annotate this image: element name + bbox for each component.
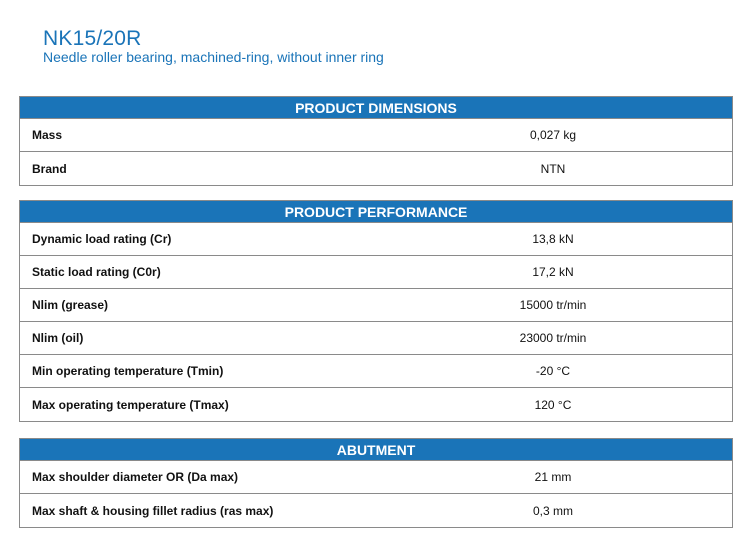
table-row: Brand NTN: [20, 152, 732, 185]
table-row: Max operating temperature (Tmax) 120 °C: [20, 388, 732, 421]
table-row: Static load rating (C0r) 17,2 kN: [20, 256, 732, 289]
row-value: 15000 tr/min: [519, 298, 587, 312]
row-value: 17,2 kN: [532, 265, 574, 279]
product-dimensions-table: PRODUCT DIMENSIONS Mass 0,027 kg Brand N…: [19, 96, 733, 186]
row-label: Max shaft & housing fillet radius (ras m…: [32, 503, 274, 518]
row-label: Dynamic load rating (Cr): [32, 232, 172, 246]
product-subtitle: Needle roller bearing, machined-ring, wi…: [43, 49, 384, 65]
row-value: NTN: [540, 161, 566, 176]
row-value: 120 °C: [534, 397, 572, 412]
table-row: Min operating temperature (Tmin) -20 °C: [20, 355, 732, 388]
table-row: Max shoulder diameter OR (Da max) 21 mm: [20, 461, 732, 494]
abutment-table: ABUTMENT Max shoulder diameter OR (Da ma…: [19, 438, 733, 528]
section-header-abutment: ABUTMENT: [20, 439, 732, 461]
row-label: Nlim (oil): [32, 331, 84, 345]
row-label: Static load rating (C0r): [32, 265, 161, 279]
row-label: Min operating temperature (Tmin): [32, 364, 224, 378]
row-value: 0,027 kg: [529, 128, 577, 142]
row-label: Nlim (grease): [32, 298, 109, 312]
table-row: Dynamic load rating (Cr) 13,8 kN: [20, 223, 732, 256]
table-row: Mass 0,027 kg: [20, 119, 732, 152]
row-label: Max operating temperature (Tmax): [32, 397, 229, 412]
section-header-performance: PRODUCT PERFORMANCE: [20, 201, 732, 223]
product-title: NK15/20R: [43, 27, 142, 50]
row-label: Mass: [32, 128, 63, 142]
section-header-dimensions: PRODUCT DIMENSIONS: [20, 97, 732, 119]
row-label: Brand: [32, 161, 67, 176]
product-performance-table: PRODUCT PERFORMANCE Dynamic load rating …: [19, 200, 733, 422]
row-value: 13,8 kN: [532, 232, 574, 246]
table-row: Nlim (grease) 15000 tr/min: [20, 289, 732, 322]
row-value: -20 °C: [535, 364, 571, 378]
row-value: 21 mm: [534, 470, 572, 484]
table-row: Nlim (oil) 23000 tr/min: [20, 322, 732, 355]
row-label: Max shoulder diameter OR (Da max): [32, 470, 239, 484]
table-row: Max shaft & housing fillet radius (ras m…: [20, 494, 732, 527]
row-value: 0,3 mm: [532, 503, 573, 518]
row-value: 23000 tr/min: [519, 331, 587, 345]
